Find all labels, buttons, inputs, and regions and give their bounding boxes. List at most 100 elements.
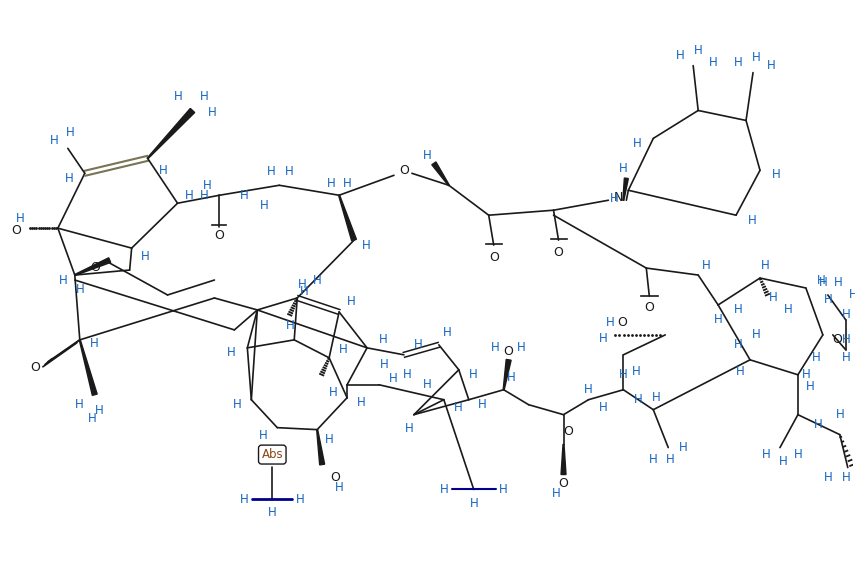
Text: H: H — [58, 274, 68, 286]
Text: O: O — [563, 425, 574, 438]
Text: H: H — [747, 214, 757, 227]
Text: H: H — [714, 313, 722, 327]
Text: H: H — [296, 493, 304, 506]
Polygon shape — [74, 258, 110, 275]
Text: H: H — [841, 471, 850, 484]
Polygon shape — [432, 162, 449, 185]
Text: H: H — [141, 250, 150, 263]
Text: H: H — [478, 398, 487, 411]
Polygon shape — [504, 360, 511, 390]
Text: H: H — [379, 333, 387, 346]
Text: H: H — [841, 352, 850, 364]
Text: O: O — [558, 477, 569, 490]
Text: H: H — [403, 368, 411, 381]
Text: H: H — [439, 483, 448, 496]
Polygon shape — [316, 429, 325, 465]
Text: H: H — [693, 44, 703, 57]
Text: O: O — [489, 250, 498, 264]
Text: H: H — [233, 398, 242, 411]
Text: H: H — [841, 333, 850, 346]
Text: H: H — [793, 448, 802, 461]
Text: H: H — [159, 164, 168, 177]
Text: H: H — [848, 289, 855, 302]
Text: O: O — [617, 317, 628, 329]
Text: H: H — [469, 497, 478, 510]
Text: O: O — [11, 224, 21, 236]
Text: H: H — [735, 365, 745, 378]
Text: H: H — [517, 342, 526, 354]
Text: H: H — [709, 56, 717, 69]
Text: H: H — [599, 332, 608, 345]
Text: H: H — [357, 396, 365, 409]
Text: H: H — [818, 275, 828, 289]
Text: H: H — [75, 282, 84, 296]
Text: H: H — [619, 368, 628, 381]
Text: H: H — [734, 338, 742, 352]
Text: H: H — [347, 296, 356, 309]
Text: H: H — [50, 134, 58, 147]
Text: H: H — [634, 393, 643, 406]
Text: H: H — [584, 383, 593, 396]
Text: H: H — [752, 51, 760, 64]
Text: H: H — [200, 189, 209, 202]
Text: H: H — [771, 168, 781, 181]
Text: O: O — [215, 229, 224, 242]
Text: H: H — [259, 429, 268, 442]
Text: H: H — [313, 274, 321, 286]
Text: O: O — [330, 471, 340, 484]
Text: H: H — [339, 343, 347, 356]
Text: H: H — [823, 471, 832, 484]
Text: H: H — [649, 453, 657, 466]
Text: H: H — [208, 106, 217, 119]
Text: H: H — [335, 481, 344, 494]
Text: H: H — [96, 404, 104, 417]
Text: H: H — [632, 365, 640, 378]
Text: H: H — [552, 487, 561, 500]
Text: H: H — [267, 165, 275, 178]
Text: H: H — [186, 189, 194, 202]
Text: H: H — [329, 386, 338, 399]
Text: H: H — [64, 172, 74, 185]
Text: H: H — [453, 401, 463, 414]
Text: O: O — [30, 361, 40, 374]
Text: H: H — [817, 274, 825, 286]
Text: H: H — [823, 293, 832, 306]
Text: H: H — [300, 285, 309, 299]
Text: H: H — [779, 455, 787, 468]
Text: H: H — [240, 189, 249, 202]
Text: H: H — [260, 199, 268, 211]
Text: H: H — [702, 259, 711, 271]
Text: H: H — [240, 493, 249, 506]
Text: O: O — [399, 164, 409, 177]
Text: H: H — [811, 352, 820, 364]
Polygon shape — [147, 109, 195, 159]
Text: H: H — [298, 278, 307, 290]
Text: H: H — [200, 90, 209, 103]
Text: H: H — [507, 371, 516, 384]
Text: H: H — [388, 372, 398, 385]
Text: H: H — [286, 320, 295, 332]
Text: O: O — [645, 302, 654, 314]
Text: H: H — [813, 418, 823, 431]
Text: H: H — [422, 149, 431, 162]
Text: H: H — [762, 448, 770, 461]
Text: H: H — [15, 211, 24, 225]
Text: H: H — [90, 338, 98, 350]
Text: H: H — [327, 177, 335, 190]
Text: H: H — [414, 338, 422, 352]
Text: H: H — [362, 239, 370, 252]
Text: H: H — [761, 259, 770, 271]
Text: H: H — [783, 303, 793, 317]
Text: H: H — [619, 162, 628, 175]
Text: H: H — [343, 177, 351, 190]
Text: H: H — [380, 358, 388, 371]
Text: H: H — [652, 391, 661, 404]
Text: H: H — [499, 483, 508, 496]
Text: H: H — [805, 380, 814, 393]
Text: H: H — [66, 126, 74, 139]
Text: H: H — [834, 275, 842, 289]
Text: H: H — [404, 422, 413, 435]
Text: H: H — [268, 506, 277, 519]
Text: H: H — [492, 342, 500, 354]
Polygon shape — [623, 178, 628, 200]
